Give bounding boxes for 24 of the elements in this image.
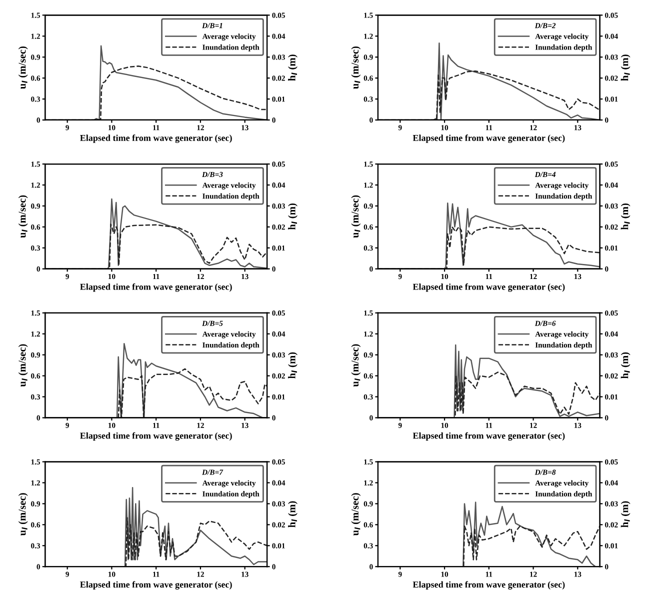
y-axis-title: u$_{l}$ (m/sec)	[18, 195, 28, 238]
y2-axis-title: h$_{l}$ (m)	[288, 203, 298, 230]
x-axis-title: Elapsed time from wave generator (sec)	[80, 432, 232, 441]
y-axis-title: u$_{l}$ (m/sec)	[351, 195, 361, 238]
y-axis-title: u$_{l}$ (m/sec)	[18, 493, 28, 536]
y-axis-title: u$_{l}$ (m/sec)	[18, 344, 28, 387]
x-axis-title: Elapsed time from wave generator (sec)	[412, 432, 565, 441]
y2-axis-title: h$_{l}$ (m)	[288, 501, 298, 528]
y2-axis-title: h$_{l}$ (m)	[620, 203, 630, 230]
y2-axis-title: h$_{l}$ (m)	[288, 54, 298, 81]
x-axis-title: Elapsed time from wave generator (sec)	[412, 283, 565, 292]
y-axis-title: u$_{l}$ (m/sec)	[351, 344, 361, 387]
x-axis-title: Elapsed time from wave generator (sec)	[412, 581, 565, 590]
x-axis-title: Elapsed time from wave generator (sec)	[412, 134, 565, 143]
y-axis-title: u$_{l}$ (m/sec)	[351, 493, 361, 536]
y2-axis-title: h$_{l}$ (m)	[620, 54, 630, 81]
y2-axis-title: h$_{l}$ (m)	[620, 501, 630, 528]
y-axis-title: u$_{l}$ (m/sec)	[351, 46, 361, 89]
x-axis-title: Elapsed time from wave generator (sec)	[80, 581, 232, 590]
y2-axis-title: h$_{l}$ (m)	[620, 352, 630, 379]
x-axis-title: Elapsed time from wave generator (sec)	[80, 283, 232, 292]
y2-axis-title: h$_{l}$ (m)	[288, 352, 298, 379]
y-axis-title: u$_{l}$ (m/sec)	[18, 46, 28, 89]
x-axis-title: Elapsed time from wave generator (sec)	[80, 134, 232, 143]
